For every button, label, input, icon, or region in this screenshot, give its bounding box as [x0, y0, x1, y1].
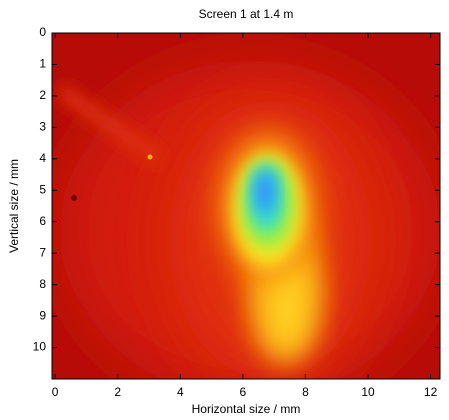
x-tick-label: 10 [361, 385, 375, 399]
plot-frame [51, 32, 441, 380]
y-tick-label: 4 [39, 151, 46, 165]
x-tick-label: 8 [302, 385, 309, 399]
x-tick-label: 6 [240, 385, 247, 399]
y-tick-label: 5 [39, 182, 46, 196]
x-tick-label: 2 [114, 385, 121, 399]
x-axis-label: Horizontal size / mm [192, 402, 301, 416]
y-tick-label: 8 [39, 277, 46, 291]
x-tick-label: 12 [424, 385, 438, 399]
y-tick-label: 6 [39, 214, 46, 228]
beam-image [52, 33, 440, 379]
y-tick-label: 9 [39, 308, 46, 322]
y-axis-label: Vertical size / mm [7, 159, 21, 253]
y-tick-label: 10 [33, 340, 47, 354]
x-tick-label: 0 [52, 385, 59, 399]
chart-title: Screen 1 at 1.4 m [199, 7, 294, 21]
y-tick-label: 1 [39, 57, 46, 71]
y-tick-label: 7 [39, 245, 46, 259]
y-tick-label: 0 [39, 25, 46, 39]
x-tick-label: 4 [177, 385, 184, 399]
y-tick-label: 2 [39, 88, 46, 102]
y-tick-label: 3 [39, 120, 46, 134]
